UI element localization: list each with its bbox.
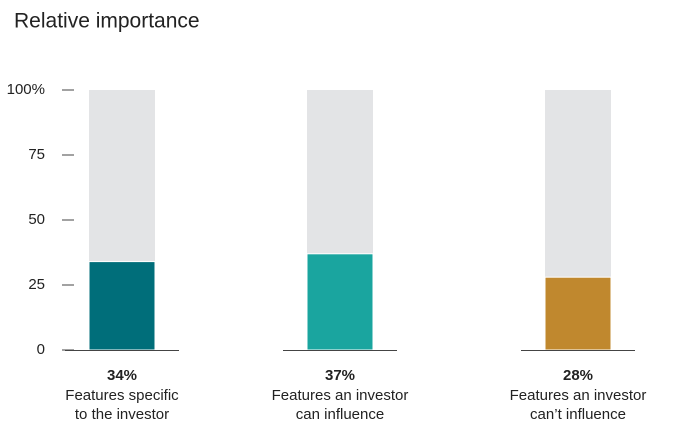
y-tick-label: 50 xyxy=(28,211,45,228)
bar xyxy=(88,261,156,351)
chart-title: Relative importance xyxy=(14,10,200,33)
x-tick-label: Features an investor xyxy=(510,387,647,404)
x-tick-label: Features an investor xyxy=(272,387,409,404)
bar xyxy=(306,253,374,351)
x-tick-label: to the investor xyxy=(75,406,169,423)
y-tick-label: 0 xyxy=(37,341,45,358)
value-label: 34% xyxy=(107,367,137,384)
x-tick-label: Features specific xyxy=(65,387,179,404)
value-label: 28% xyxy=(563,367,593,384)
x-tick-label: can influence xyxy=(296,406,384,423)
x-tick-label: can’t influence xyxy=(530,406,626,423)
value-label: 37% xyxy=(325,367,355,384)
bar xyxy=(544,276,612,351)
y-tick-label: 25 xyxy=(28,276,45,293)
y-tick-label: 100% xyxy=(7,81,45,98)
y-tick-label: 75 xyxy=(28,146,45,163)
